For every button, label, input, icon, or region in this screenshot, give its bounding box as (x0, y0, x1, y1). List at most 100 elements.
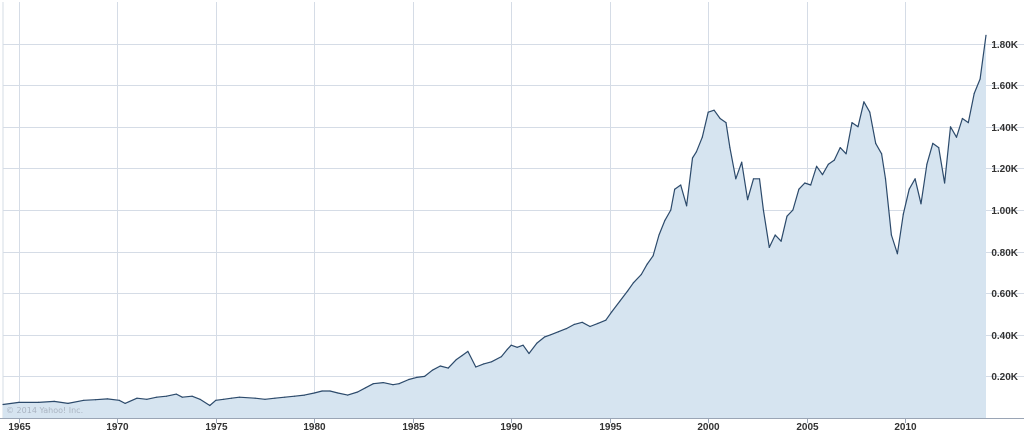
data-point-53 (506, 348, 508, 350)
data-point-74 (652, 255, 654, 257)
data-point-28 (303, 394, 305, 396)
data-point-57 (528, 352, 530, 355)
data-point-0 (2, 403, 4, 406)
data-point-124 (938, 147, 940, 149)
y-tick-label-600: 0.60K (991, 289, 1018, 300)
data-point-14 (175, 393, 177, 395)
data-point-84 (707, 111, 709, 113)
data-point-8 (118, 399, 120, 401)
data-point-41 (416, 376, 418, 378)
y-tick-label-400: 0.40K (991, 331, 1018, 342)
data-point-83 (701, 136, 703, 138)
copyright-text: © 2014 Yahoo! Inc. (6, 406, 83, 415)
data-point-69 (619, 300, 621, 303)
data-point-55 (516, 346, 518, 348)
data-point-50 (483, 363, 485, 365)
data-point-30 (321, 390, 323, 392)
data-point-122 (926, 163, 928, 165)
data-point-49 (475, 366, 477, 368)
data-point-6 (95, 399, 97, 401)
data-point-23 (254, 397, 256, 399)
data-point-21 (230, 397, 233, 399)
data-point-44 (439, 365, 441, 367)
data-point-97 (780, 240, 782, 242)
data-point-38 (392, 384, 394, 386)
data-point-132 (985, 34, 987, 36)
data-point-80 (686, 205, 688, 207)
data-point-113 (875, 142, 877, 144)
x-tick-label-1995: 1995 (599, 422, 622, 433)
data-point-18 (209, 404, 211, 407)
data-point-13 (165, 395, 168, 397)
data-point-105 (827, 163, 830, 165)
data-point-60 (550, 334, 552, 336)
data-point-88 (729, 147, 731, 149)
data-point-33 (347, 394, 349, 396)
x-tick-label-1970: 1970 (106, 422, 129, 433)
data-point-27 (294, 395, 296, 397)
axes (0, 418, 1024, 423)
data-point-34 (357, 391, 359, 393)
data-point-85 (713, 109, 715, 111)
data-point-10 (136, 397, 138, 399)
data-point-111 (863, 101, 865, 103)
data-point-71 (632, 282, 635, 284)
data-point-35 (364, 387, 367, 389)
data-point-39 (398, 383, 400, 385)
data-point-17 (199, 398, 201, 400)
data-point-68 (611, 311, 613, 313)
data-point-9 (124, 402, 126, 404)
data-point-45 (447, 367, 449, 369)
data-point-96 (774, 234, 776, 236)
x-tick-label-1980: 1980 (303, 422, 326, 433)
data-point-25 (274, 397, 276, 399)
data-point-56 (522, 344, 524, 346)
data-point-66 (597, 322, 599, 324)
data-point-128 (961, 117, 964, 120)
data-point-131 (979, 78, 981, 80)
data-point-36 (372, 383, 374, 385)
data-point-75 (658, 234, 660, 236)
data-point-86 (719, 117, 721, 120)
data-point-93 (758, 178, 761, 180)
data-point-3 (53, 400, 55, 402)
data-point-61 (557, 331, 560, 333)
data-point-12 (156, 396, 158, 398)
data-point-82 (695, 151, 698, 153)
data-point-1 (18, 401, 20, 403)
data-point-115 (884, 178, 887, 180)
x-tick-label-2010: 2010 (894, 422, 917, 433)
data-point-62 (565, 328, 568, 330)
y-tick-label-1600: 1.60K (991, 81, 1018, 92)
data-point-108 (845, 153, 847, 155)
data-point-87 (725, 122, 727, 124)
data-point-117 (896, 253, 899, 255)
data-point-126 (949, 126, 952, 128)
data-point-73 (646, 263, 648, 265)
data-point-130 (973, 92, 975, 95)
data-point-129 (967, 122, 969, 124)
data-point-4 (67, 402, 69, 404)
data-point-112 (869, 111, 871, 113)
series-area-fill (3, 35, 986, 419)
data-point-19 (215, 399, 217, 401)
series-group (2, 34, 987, 419)
y-tick-label-1000: 1.00K (991, 206, 1018, 217)
data-point-31 (329, 390, 331, 392)
data-point-29 (313, 392, 315, 394)
x-tick-label-1990: 1990 (500, 422, 523, 433)
data-point-119 (908, 188, 910, 190)
data-point-123 (932, 142, 934, 144)
data-point-46 (455, 359, 457, 361)
data-point-125 (944, 182, 946, 184)
data-point-127 (955, 136, 958, 138)
data-point-24 (264, 398, 266, 400)
data-point-51 (490, 361, 493, 363)
y-tick-label-1800: 1.80K (991, 40, 1018, 51)
tick-labels: 1965 1970 1975 1980 1985 1990 1995 2000 2005 2010… (8, 40, 1018, 433)
data-point-72 (640, 273, 642, 276)
data-point-121 (920, 203, 922, 205)
data-point-58 (536, 342, 538, 344)
data-point-92 (752, 178, 755, 180)
